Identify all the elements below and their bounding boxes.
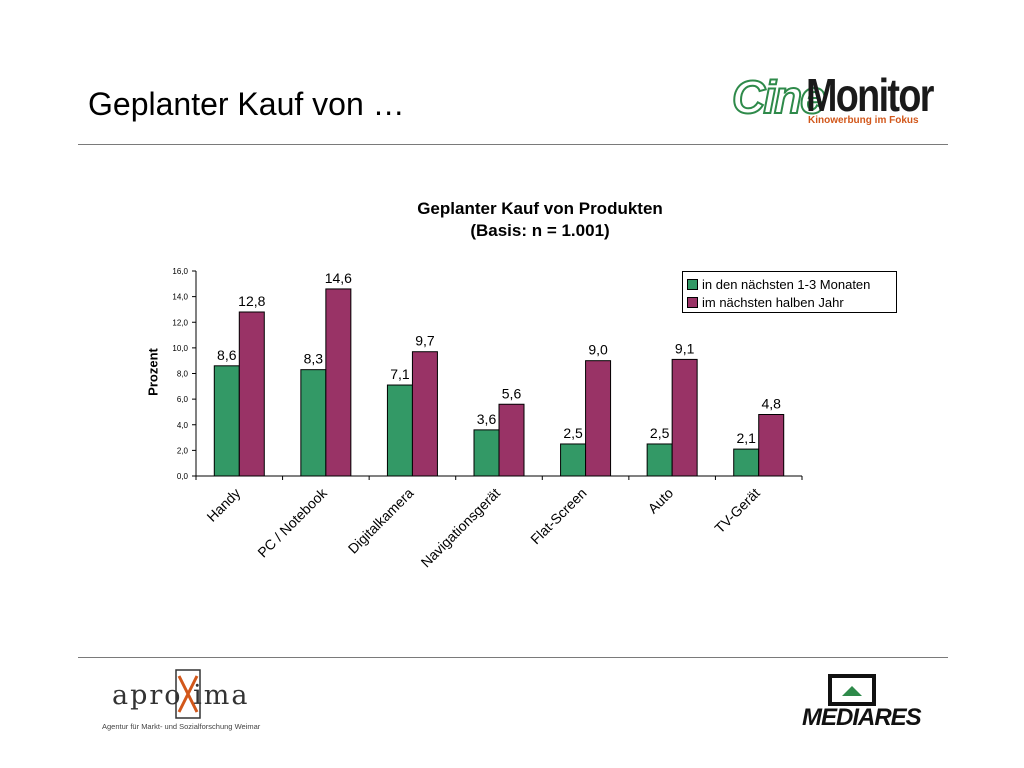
- bar-value-label: 3,6: [477, 411, 497, 427]
- cinemonitor-logo-cine: Cine: [731, 70, 827, 124]
- bar-value-label: 2,1: [736, 430, 756, 446]
- y-tick-label: 10,0: [172, 344, 188, 353]
- legend-label-series-2: im nächsten halben Jahr: [702, 294, 844, 310]
- legend-item-series-1: in den nächsten 1-3 Monaten: [687, 275, 892, 293]
- bar-value-label: 8,6: [217, 347, 237, 363]
- bar-series-2: [758, 414, 785, 477]
- aproxima-logo: apro ima Agentur für Markt- und Sozialfo…: [98, 666, 288, 736]
- bar-series-1: [733, 448, 760, 477]
- aproxima-x-icon: [175, 669, 201, 719]
- x-category-label: Auto: [645, 485, 677, 517]
- bar-series-2: [411, 351, 438, 477]
- x-category-label: Digitalkamera: [345, 485, 417, 557]
- y-tick-label: 12,0: [172, 318, 188, 327]
- footer-divider: [78, 657, 948, 658]
- bar-series-1: [300, 369, 327, 477]
- bar-value-label: 2,5: [650, 425, 670, 441]
- x-category-label: PC / Notebook: [254, 484, 330, 560]
- legend-swatch-series-1: [687, 278, 698, 290]
- bar-series-2: [671, 358, 698, 477]
- bar-series-2: [325, 288, 352, 477]
- y-tick-label: 2,0: [177, 446, 189, 455]
- legend-swatch-series-2: [687, 296, 698, 308]
- bar-series-1: [560, 443, 587, 477]
- bar-value-label: 5,6: [502, 385, 522, 401]
- mediares-logo: MEDIARES: [800, 672, 922, 734]
- bar-series-2: [498, 403, 525, 477]
- bar-series-1: [213, 365, 240, 477]
- bar-series-2: [585, 360, 612, 477]
- cinemonitor-logo-tagline: Kinowerbung im Fokus: [808, 115, 919, 126]
- bar-series-2: [238, 311, 265, 477]
- bar-value-label: 7,1: [390, 366, 410, 382]
- bar-series-1: [473, 429, 500, 477]
- chart-legend: in den nächsten 1-3 Monaten im nächsten …: [682, 271, 897, 313]
- x-category-label: TV-Gerät: [711, 485, 763, 537]
- y-tick-label: 16,0: [172, 267, 188, 276]
- y-tick-label: 4,0: [177, 421, 189, 430]
- chart-title-line2: (Basis: n = 1.001): [470, 221, 610, 240]
- bar-series-1: [646, 443, 673, 477]
- bar-value-label: 12,8: [238, 293, 265, 309]
- bar-value-label: 8,3: [304, 351, 324, 367]
- cinemonitor-logo: Cine Monitor Kinowerbung im Fokus: [731, 69, 942, 130]
- cinemonitor-logo-monitor: Monitor: [806, 69, 934, 121]
- y-tick-label: 8,0: [177, 370, 189, 379]
- chart-title: Geplanter Kauf von Produkten (Basis: n =…: [340, 198, 740, 242]
- bar-value-label: 9,7: [415, 333, 435, 349]
- x-category-label: Handy: [203, 485, 243, 525]
- bar-value-label: 4,8: [761, 396, 781, 412]
- aproxima-logo-word: apro ima: [112, 680, 250, 711]
- slide-title: Geplanter Kauf von …: [88, 86, 405, 122]
- header-divider: [78, 144, 948, 145]
- bar-value-label: 14,6: [325, 270, 352, 286]
- bar-value-label: 9,1: [675, 340, 695, 356]
- y-tick-label: 0,0: [177, 472, 189, 481]
- screen-icon: [828, 674, 876, 706]
- y-tick-label: 14,0: [172, 293, 188, 302]
- bar-series-1: [386, 384, 413, 477]
- chart-title-line1: Geplanter Kauf von Produkten: [417, 199, 663, 218]
- legend-label-series-1: in den nächsten 1-3 Monaten: [702, 276, 871, 292]
- aproxima-logo-tagline: Agentur für Markt- und Sozialforschung W…: [102, 722, 261, 731]
- mediares-logo-word: MEDIARES: [802, 704, 922, 731]
- x-category-label: Navigationsgerät: [418, 485, 504, 571]
- y-tick-label: 6,0: [177, 395, 189, 404]
- bar-value-label: 9,0: [588, 342, 608, 358]
- x-category-label: Flat-Screen: [527, 485, 589, 547]
- legend-item-series-2: im nächsten halben Jahr: [687, 293, 892, 311]
- bar-value-label: 2,5: [563, 425, 583, 441]
